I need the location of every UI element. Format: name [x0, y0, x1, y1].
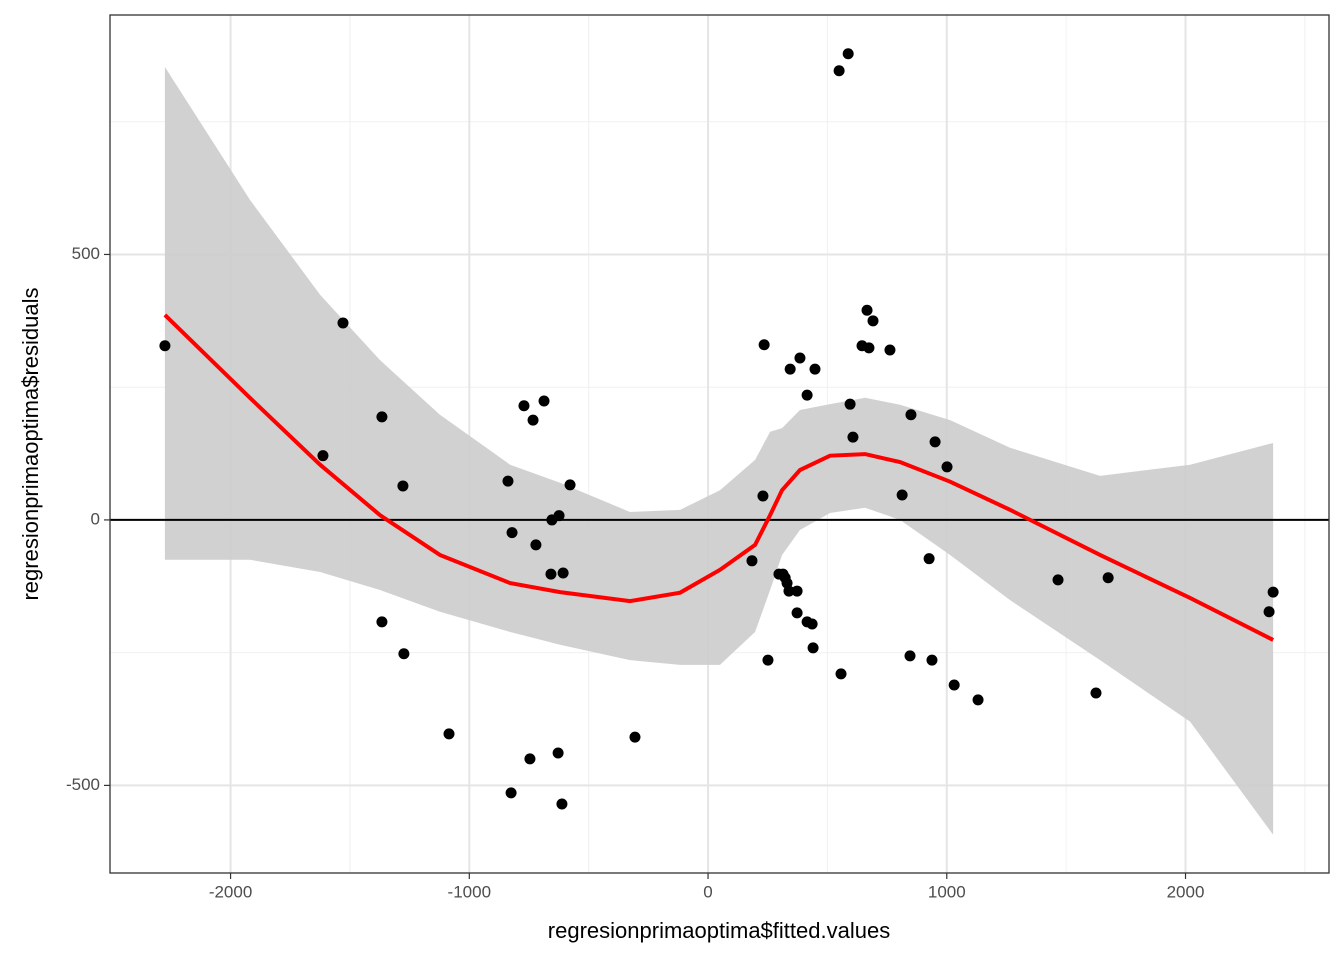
point — [844, 398, 856, 410]
x-tick-label: 0 — [703, 882, 712, 901]
point — [835, 668, 847, 680]
point — [941, 461, 953, 473]
point — [833, 65, 845, 77]
panel-border — [109, 14, 1330, 874]
point — [530, 539, 542, 551]
point — [337, 317, 349, 329]
point — [762, 654, 774, 666]
x-axis-title: regresionprimaoptima$fitted.values — [548, 918, 890, 943]
point — [376, 411, 388, 423]
x-tick-label: -1000 — [448, 882, 491, 901]
point — [948, 679, 960, 691]
point — [784, 363, 796, 375]
point — [506, 527, 518, 539]
y-axis-title: regresionprimaoptima$residuals — [18, 287, 43, 600]
point — [553, 510, 565, 522]
point — [929, 436, 941, 448]
point — [556, 798, 568, 810]
point — [758, 339, 770, 351]
x-tick-label: 2000 — [1167, 882, 1205, 901]
point — [867, 315, 879, 327]
point — [545, 568, 557, 580]
point — [538, 395, 550, 407]
point — [972, 694, 984, 706]
confidence-band — [164, 67, 1274, 835]
point — [842, 48, 854, 60]
point — [1267, 586, 1279, 598]
point — [861, 304, 873, 316]
point — [518, 400, 530, 412]
point — [557, 567, 569, 579]
point — [783, 585, 795, 597]
point — [807, 642, 819, 654]
point — [443, 728, 455, 740]
y-tick-label: 0 — [91, 509, 100, 528]
point — [791, 585, 803, 597]
point — [896, 489, 908, 501]
point — [502, 475, 514, 487]
point — [564, 479, 576, 491]
point — [505, 787, 517, 799]
point — [376, 616, 388, 628]
x-tick-label: -2000 — [209, 882, 252, 901]
y-tick-label: 500 — [72, 244, 100, 263]
smooth-line — [163, 313, 1275, 642]
point — [317, 450, 329, 462]
point — [1090, 687, 1102, 699]
x-tick-label: 1000 — [928, 882, 966, 901]
point — [847, 431, 859, 443]
point — [629, 731, 641, 743]
point — [806, 618, 818, 630]
point — [923, 553, 935, 565]
point — [524, 753, 536, 765]
point — [1052, 574, 1064, 586]
point — [1263, 606, 1275, 618]
point — [904, 650, 916, 662]
point — [884, 344, 896, 356]
point — [398, 648, 410, 660]
point — [552, 747, 564, 759]
point — [809, 363, 821, 375]
point — [746, 555, 758, 567]
point — [159, 340, 171, 352]
point — [794, 352, 806, 364]
point — [527, 414, 539, 426]
point — [791, 607, 803, 619]
point — [863, 342, 875, 354]
point — [757, 490, 769, 502]
point — [801, 389, 813, 401]
y-tick-label: -500 — [66, 775, 100, 794]
point — [1102, 572, 1114, 584]
point — [905, 409, 917, 421]
point — [926, 654, 938, 666]
point — [397, 480, 409, 492]
